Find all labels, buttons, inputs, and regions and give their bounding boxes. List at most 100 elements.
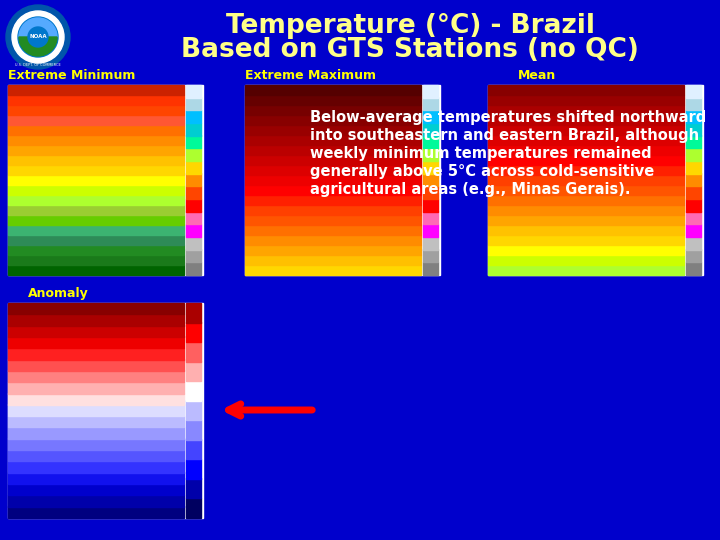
Bar [686,173,701,186]
Bar [8,359,184,371]
Bar [186,199,201,212]
Bar [8,154,184,165]
Bar [8,84,184,95]
Bar [8,450,184,461]
Bar [8,382,184,394]
Bar [186,123,201,136]
Bar [8,205,184,215]
Bar [8,105,184,115]
Circle shape [6,5,70,69]
Bar [488,265,684,275]
Bar [488,254,684,265]
Bar [488,134,684,145]
Bar [8,370,184,382]
Bar [8,416,184,428]
Bar [686,186,701,199]
Bar [423,186,438,199]
Bar [186,148,201,161]
Bar [488,205,684,215]
Text: Temperature (°C) - Brazil: Temperature (°C) - Brazil [225,13,595,39]
Bar [8,194,184,205]
Text: NOAA: NOAA [30,35,47,39]
Bar [245,245,421,255]
Bar [488,174,684,185]
Bar [8,125,184,135]
Bar [186,302,201,322]
Text: Extreme Minimum: Extreme Minimum [8,69,135,82]
Bar [488,245,684,255]
Circle shape [18,17,58,57]
Circle shape [12,11,64,63]
Bar [488,234,684,245]
Text: Anomaly: Anomaly [28,287,89,300]
Bar [423,135,438,148]
Bar [245,254,421,265]
Bar [186,160,201,174]
Bar [8,234,184,245]
Text: generally above 5°C across cold-sensitive: generally above 5°C across cold-sensitiv… [310,164,654,179]
Bar [245,174,421,185]
Bar [8,185,184,195]
Bar [8,393,184,405]
Bar [245,94,421,105]
Text: weekly minimum temperatures remained: weekly minimum temperatures remained [310,146,652,161]
Bar [686,110,701,123]
Wedge shape [19,37,57,56]
Bar [488,145,684,155]
Bar [186,84,201,98]
Bar [186,342,201,362]
Bar [686,97,701,110]
Bar [488,114,684,125]
Text: into southeastern and eastern Brazil, although: into southeastern and eastern Brazil, al… [310,128,699,143]
Bar [488,85,703,275]
Bar [186,97,201,110]
Bar [686,224,701,237]
Bar [488,185,684,195]
Bar [8,94,184,105]
Bar [8,472,184,484]
Bar [245,105,421,115]
Bar [8,245,184,255]
Bar [686,211,701,224]
Bar [8,254,184,265]
Bar [423,262,438,275]
Bar [8,427,184,439]
Text: Mean: Mean [518,69,557,82]
Bar [186,135,201,148]
Bar [186,224,201,237]
Bar [8,174,184,185]
Bar [8,325,184,337]
Bar [686,262,701,275]
Bar [423,237,438,249]
Bar [423,97,438,110]
Bar [8,114,184,125]
Bar [686,249,701,262]
Bar [488,84,684,95]
Bar [186,381,201,401]
Bar [186,478,201,498]
Bar [186,211,201,224]
Bar [245,205,421,215]
Bar [245,185,421,195]
Bar [686,135,701,148]
Bar [245,225,421,235]
Bar [245,214,421,225]
Bar [8,483,184,495]
Text: Extreme Maximum: Extreme Maximum [245,69,376,82]
Wedge shape [19,18,57,37]
Bar [8,348,184,360]
Bar [8,165,184,175]
Bar [423,199,438,212]
Bar [686,160,701,174]
Bar [423,148,438,161]
Bar [245,85,440,275]
Bar [186,400,201,420]
Text: Based on GTS Stations (no QC): Based on GTS Stations (no QC) [181,37,639,63]
Bar [186,173,201,186]
Bar [245,194,421,205]
Text: agricultural areas (e.g., Minas Gerais).: agricultural areas (e.g., Minas Gerais). [310,182,631,197]
Bar [186,322,201,342]
Bar [186,110,201,123]
Bar [8,303,203,518]
Bar [488,165,684,175]
